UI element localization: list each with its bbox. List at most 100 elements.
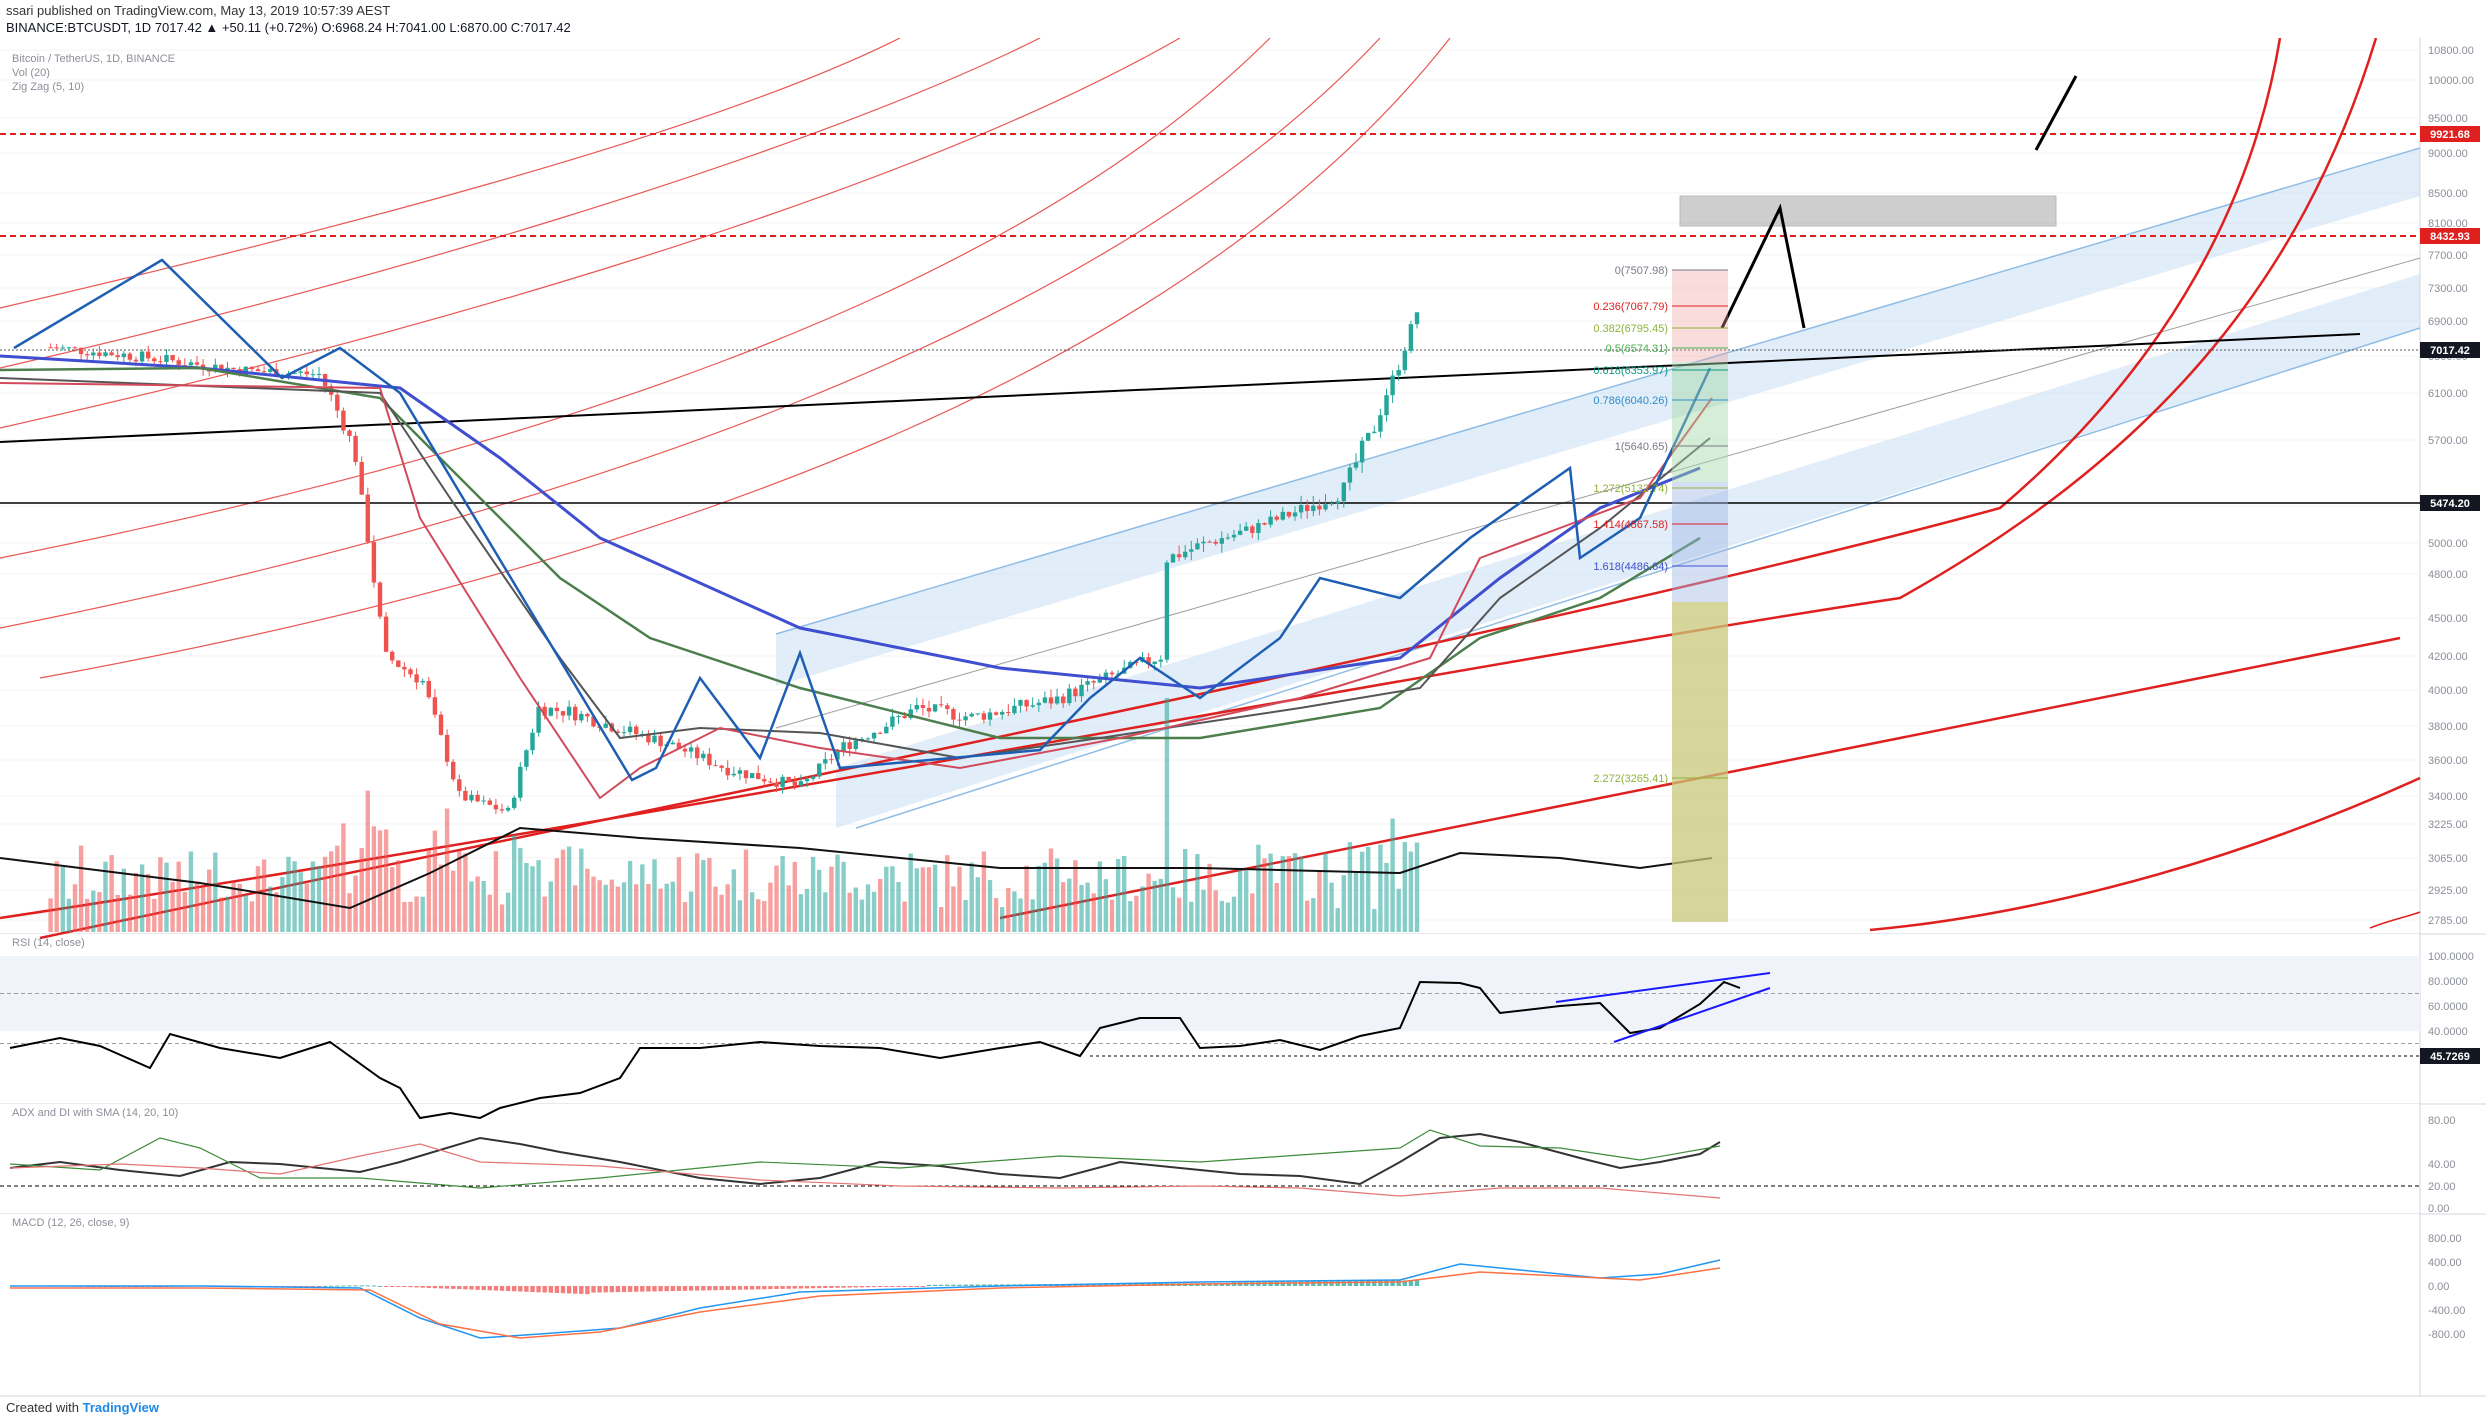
- macd-hist-bar: [804, 1286, 810, 1289]
- volume-bar: [914, 868, 919, 932]
- volume-bar: [1396, 888, 1401, 932]
- volume-bar: [548, 881, 553, 932]
- macd-hist-bar: [347, 1285, 352, 1287]
- ma-20-line: [0, 382, 1713, 800]
- volume-bar: [932, 864, 938, 932]
- price-tag-box: [2420, 228, 2480, 244]
- candle-body: [1213, 541, 1218, 544]
- macd-hist-bar: [304, 1286, 309, 1287]
- candle-body: [121, 353, 126, 358]
- macd-hist-bar: [774, 1286, 779, 1289]
- macd-hist-bar: [341, 1285, 346, 1287]
- volume-bar: [1048, 848, 1054, 932]
- candle-body: [475, 794, 480, 802]
- candle-body: [78, 347, 84, 355]
- macd-hist-bar: [621, 1286, 627, 1292]
- volume-bar: [969, 862, 974, 932]
- volume-bar: [518, 847, 523, 932]
- volume-bar: [402, 902, 407, 932]
- candle-body: [1054, 696, 1060, 704]
- volume-bar: [1079, 884, 1084, 932]
- volume-bar: [304, 883, 309, 932]
- candle-body: [890, 716, 895, 727]
- candle-body: [1286, 511, 1292, 517]
- macd-hist-bar: [432, 1286, 438, 1289]
- trading-chart[interactable]: 10800.00 10000.00 9500.00 9000.00 8500.00 810…: [0, 38, 2486, 1398]
- candle-body: [621, 732, 627, 734]
- volume-bar: [926, 867, 932, 932]
- volume-bar: [560, 849, 566, 932]
- volume-bar: [762, 900, 767, 932]
- macd-hist-bar: [548, 1286, 553, 1293]
- macd-hist-bar: [1305, 1281, 1310, 1286]
- volume-bar: [1024, 865, 1029, 932]
- macd-hist-bar: [512, 1286, 517, 1292]
- macd-hist-bar: [817, 1286, 822, 1289]
- volume-bar: [1122, 855, 1127, 932]
- zigzag-line: [13, 258, 1712, 782]
- candle-body: [1158, 659, 1163, 662]
- volume-bar: [682, 902, 688, 932]
- macd-hist-bar: [469, 1286, 474, 1290]
- macd-line: [10, 1259, 1721, 1339]
- fib-extension-zone: [1672, 602, 1728, 922]
- volume-bar: [1329, 882, 1334, 932]
- macd-hist-bar: [951, 1284, 956, 1286]
- volume-bar: [780, 856, 785, 932]
- macd-tick-label: -400.00: [2428, 1305, 2465, 1317]
- created-with: Created with TradingView: [6, 1400, 159, 1415]
- volume-bar: [1262, 858, 1267, 932]
- candle-body: [85, 354, 90, 356]
- y-tick-label: 8100.00: [2428, 218, 2468, 230]
- macd-hist-bar: [737, 1286, 743, 1290]
- macd-hist-bar: [652, 1286, 657, 1292]
- candle-body: [469, 794, 474, 801]
- candle-body: [847, 742, 852, 750]
- candle-body: [432, 697, 438, 715]
- candle-body: [951, 709, 956, 720]
- candle-body: [688, 747, 694, 752]
- macd-hist-bar: [414, 1286, 419, 1288]
- candle-body: [762, 779, 767, 782]
- macd-hist-bar: [859, 1286, 865, 1288]
- macd-hist-bar: [451, 1286, 456, 1289]
- main-legend-item: Zig Zag (5, 10): [12, 81, 84, 93]
- macd-hist-bar: [902, 1286, 907, 1287]
- volume-bar: [1128, 901, 1133, 932]
- candle-body: [707, 753, 712, 766]
- macd-hist-bar: [841, 1286, 846, 1288]
- candle-body: [60, 347, 65, 349]
- y-tick-label: 3400.00: [2428, 791, 2468, 803]
- candle-body: [810, 776, 816, 779]
- volume-bar: [817, 869, 822, 932]
- candle-body: [1329, 503, 1334, 505]
- candle-body: [444, 734, 450, 762]
- macd-hist-bar: [554, 1286, 560, 1293]
- macd-hist-bar: [597, 1286, 602, 1293]
- volume-bar: [48, 898, 53, 932]
- volume-bar: [1054, 858, 1060, 932]
- candle-body: [1341, 482, 1346, 502]
- price-tag-box: [2420, 126, 2480, 142]
- volume-bar: [316, 865, 322, 932]
- volume-bar: [1311, 898, 1316, 932]
- volume-bar: [1018, 898, 1023, 932]
- chart-header: ssari published on TradingView.com, May …: [0, 0, 2486, 38]
- candle-body: [1219, 538, 1224, 544]
- candle-body: [695, 747, 700, 759]
- volume-bar: [152, 898, 157, 932]
- volume-bar: [78, 845, 84, 932]
- volume-bar: [1305, 900, 1310, 932]
- volume-bar: [554, 858, 560, 932]
- macd-hist-bar: [298, 1286, 303, 1287]
- projection-up: [2034, 75, 2078, 151]
- volume-bar: [963, 899, 968, 932]
- volume-bar: [640, 864, 645, 932]
- candle-body: [420, 680, 425, 683]
- macd-hist-bar: [316, 1286, 322, 1287]
- candle-body: [133, 359, 139, 362]
- volume-bar: [621, 882, 627, 932]
- rsi-line: [9, 980, 1741, 1120]
- volume-bar: [72, 884, 78, 932]
- macd-hist-bar: [566, 1286, 572, 1294]
